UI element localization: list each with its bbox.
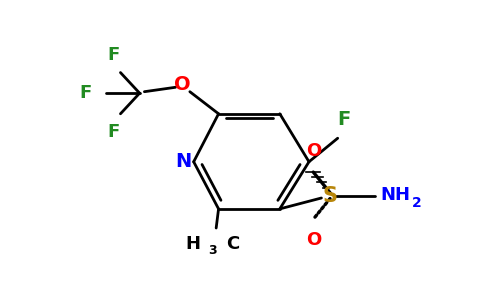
Text: NH: NH xyxy=(380,186,410,204)
Text: H: H xyxy=(185,235,200,253)
Text: F: F xyxy=(107,46,120,64)
Text: O: O xyxy=(306,142,321,160)
Text: 2: 2 xyxy=(412,196,422,210)
Text: F: F xyxy=(107,123,120,141)
Text: 3: 3 xyxy=(208,244,217,256)
Text: O: O xyxy=(174,75,191,94)
Text: F: F xyxy=(79,84,92,102)
Text: O: O xyxy=(306,231,321,249)
Text: S: S xyxy=(322,186,337,206)
Text: C: C xyxy=(226,235,239,253)
Text: F: F xyxy=(337,110,350,129)
Text: N: N xyxy=(175,152,191,171)
